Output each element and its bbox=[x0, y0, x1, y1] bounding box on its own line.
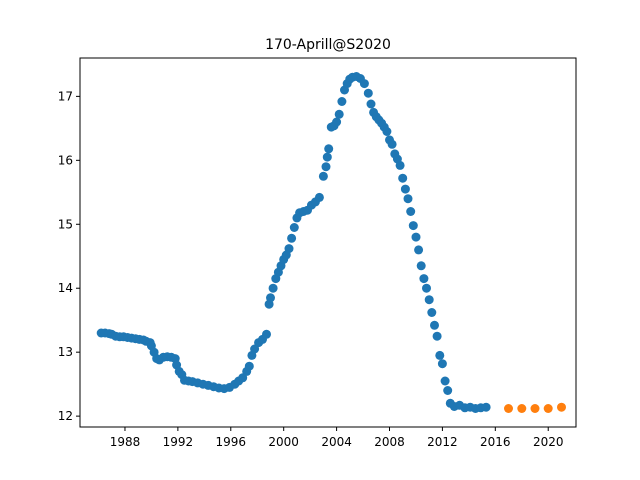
x-tick-label: 2000 bbox=[268, 435, 299, 449]
data-point bbox=[416, 261, 426, 271]
data-point bbox=[432, 331, 442, 341]
data-point bbox=[289, 223, 299, 232]
data-point bbox=[337, 97, 347, 106]
data-point bbox=[334, 109, 344, 119]
x-tick-label: 2012 bbox=[427, 435, 458, 449]
y-tick-label: 13 bbox=[58, 345, 73, 359]
data-point bbox=[262, 329, 271, 339]
data-point bbox=[443, 386, 453, 395]
data-point bbox=[435, 350, 445, 360]
data-point bbox=[504, 404, 513, 413]
y-tick-label: 17 bbox=[58, 89, 73, 103]
data-point bbox=[427, 308, 437, 317]
data-point bbox=[250, 344, 260, 354]
data-point bbox=[287, 233, 297, 243]
data-point bbox=[395, 160, 405, 170]
plot-frame bbox=[79, 57, 577, 428]
data-point bbox=[437, 359, 447, 369]
data-point bbox=[266, 293, 275, 303]
data-point bbox=[557, 402, 566, 412]
data-point bbox=[363, 88, 373, 98]
data-point bbox=[424, 295, 434, 305]
data-point bbox=[414, 245, 424, 255]
chart-title: 170-Aprill@S2020 bbox=[265, 37, 391, 53]
y-tick-label: 12 bbox=[58, 409, 73, 423]
data-point bbox=[430, 320, 439, 330]
x-tick-label: 2016 bbox=[480, 435, 511, 449]
data-point bbox=[400, 184, 410, 194]
y-axis: 12 13 14 15 16 17 bbox=[58, 89, 80, 423]
data-point bbox=[366, 99, 376, 109]
data-points bbox=[96, 72, 566, 413]
data-point bbox=[408, 221, 418, 231]
y-tick-label: 15 bbox=[58, 217, 73, 231]
x-tick-label: 2008 bbox=[374, 435, 405, 449]
x-tick-label: 1996 bbox=[216, 435, 247, 449]
data-point bbox=[332, 117, 342, 127]
data-point bbox=[314, 192, 324, 202]
data-point bbox=[422, 283, 431, 293]
data-point bbox=[440, 376, 450, 386]
data-point bbox=[244, 361, 254, 371]
data-point bbox=[324, 144, 334, 154]
data-point bbox=[406, 207, 416, 216]
data-point bbox=[398, 173, 408, 183]
x-tick-label: 1988 bbox=[110, 435, 141, 449]
data-point bbox=[419, 274, 429, 284]
y-tick-label: 14 bbox=[58, 281, 73, 295]
data-point bbox=[517, 404, 527, 413]
data-point bbox=[268, 283, 278, 293]
data-point bbox=[322, 152, 332, 162]
data-point bbox=[481, 402, 491, 412]
x-tick-label: 2004 bbox=[321, 435, 352, 449]
data-point bbox=[387, 139, 397, 149]
x-axis: 1988 1992 1996 2000 2004 2008 2012 2016 2020 bbox=[110, 427, 564, 449]
data-point bbox=[321, 162, 331, 172]
x-tick-label: 1992 bbox=[163, 435, 194, 449]
data-point bbox=[238, 373, 248, 383]
x-tick-label: 2020 bbox=[533, 435, 564, 449]
data-point bbox=[411, 232, 421, 242]
data-point bbox=[382, 127, 392, 136]
data-point bbox=[530, 404, 540, 413]
data-point bbox=[359, 79, 369, 89]
y-tick-label: 16 bbox=[58, 153, 73, 167]
data-point bbox=[543, 404, 553, 413]
data-point bbox=[318, 171, 328, 181]
data-point bbox=[284, 244, 294, 254]
data-point bbox=[403, 194, 413, 204]
